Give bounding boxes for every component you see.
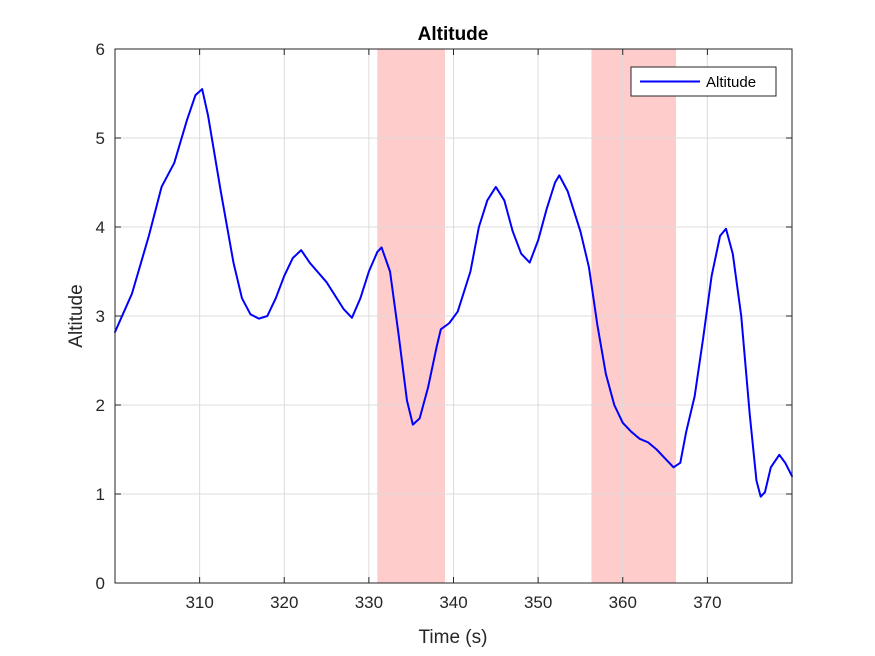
chart-title: Altitude — [418, 24, 489, 45]
x-tick-label: 310 — [185, 593, 213, 612]
y-tick-labels: 0 1 2 3 4 5 6 — [96, 40, 105, 593]
series-group — [114, 88, 793, 498]
x-tick-labels: 310 320 330 340 350 360 370 — [185, 593, 721, 612]
grid-lines — [115, 48, 792, 584]
y-tick-label: 5 — [96, 129, 105, 148]
x-tick-label: 350 — [524, 593, 552, 612]
y-tick-label: 6 — [96, 40, 105, 59]
x-tick-label: 340 — [439, 593, 467, 612]
x-tick-label: 370 — [693, 593, 721, 612]
series-line-altitude — [114, 88, 793, 498]
axis-ticks — [115, 48, 792, 584]
x-tick-label: 360 — [609, 593, 637, 612]
y-tick-label: 4 — [96, 218, 105, 237]
legend: Altitude — [630, 66, 777, 97]
y-tick-label: 1 — [96, 485, 105, 504]
x-tick-label: 320 — [270, 593, 298, 612]
x-axis-label: Time (s) — [419, 627, 488, 648]
y-axis-label: Altitude — [66, 284, 87, 347]
y-tick-label: 0 — [96, 574, 105, 593]
y-tick-label: 3 — [96, 307, 105, 326]
y-tick-label: 2 — [96, 396, 105, 415]
x-tick-label: 330 — [355, 593, 383, 612]
legend-label: Altitude — [706, 74, 756, 91]
